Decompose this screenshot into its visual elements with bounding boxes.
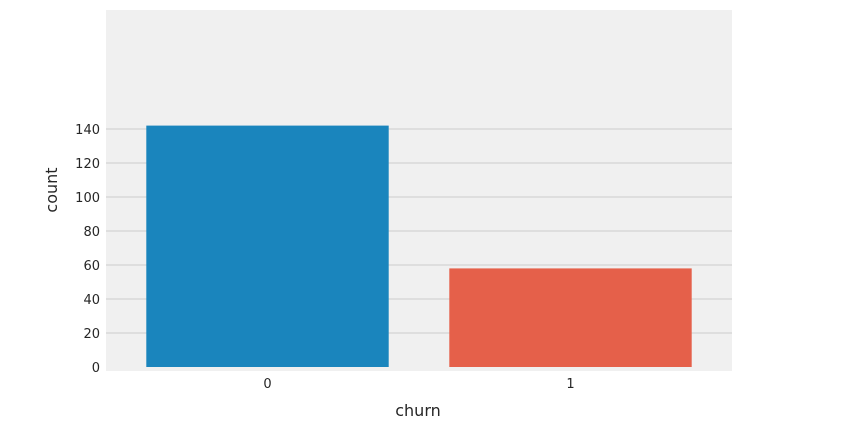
y-tick-label: 100 [75,191,100,206]
bar-1 [449,268,692,367]
bar-0 [146,125,389,367]
y-tick-label: 120 [75,157,100,172]
y-tick-label: 0 [92,361,100,376]
y-tick-label: 140 [75,123,100,138]
bars [146,125,692,367]
y-tick-label: 20 [83,327,100,342]
y-tick-label: 80 [83,225,100,240]
y-axis-label: count [42,167,61,212]
x-axis-label: churn [395,401,441,420]
x-tick-label: 1 [566,377,574,392]
y-tick-label: 40 [83,293,100,308]
x-tick-label: 0 [263,377,271,392]
y-tick-label: 60 [83,259,100,274]
y-tick-labels: 0 20 40 60 80 100 120 140 [75,123,100,376]
